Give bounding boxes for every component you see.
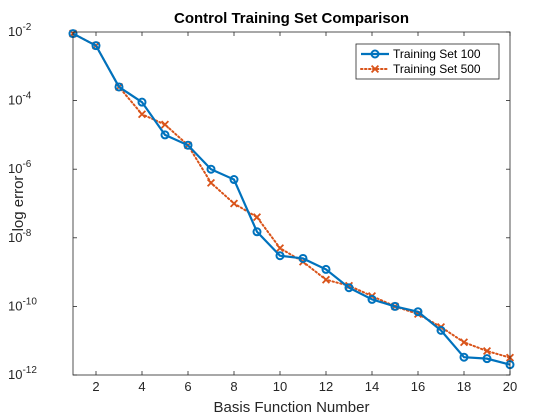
series-layer (68, 29, 515, 370)
y-tick-exponent: -2 (22, 22, 31, 33)
data-point-marker (367, 294, 377, 304)
data-point-marker (206, 178, 216, 187)
legend-box (355, 43, 500, 80)
series-line (72, 32, 511, 366)
marker-stroke (482, 346, 492, 356)
data-point-marker (114, 82, 124, 92)
data-point-marker (370, 64, 380, 74)
legend-label: Training Set 100 (393, 47, 481, 61)
marker-stroke (160, 120, 170, 129)
legend-entry: Training Set 500 (360, 62, 481, 76)
marker-stroke (137, 110, 147, 119)
data-point-marker (160, 120, 170, 129)
data-point-marker (321, 264, 331, 274)
y-tick-exponent: -6 (22, 159, 31, 170)
data-point-marker (370, 49, 380, 59)
x-tick-label: 12 (319, 379, 333, 394)
data-point-marker (91, 41, 101, 51)
data-point-marker (160, 130, 170, 140)
legend-label: Training Set 500 (393, 62, 481, 76)
data-point-marker (390, 301, 400, 311)
marker-stroke (252, 213, 262, 222)
data-point-marker (137, 97, 147, 107)
y-tick-exponent: -10 (22, 296, 37, 307)
data-point-marker (275, 251, 285, 261)
data-point-marker (137, 110, 147, 119)
x-tick-label: 16 (411, 379, 425, 394)
y-tick-exponent: -12 (22, 365, 37, 376)
data-point-marker (459, 338, 469, 347)
x-tick-label: 4 (138, 379, 145, 394)
x-axis-title: Basis Function Number (214, 399, 370, 416)
x-tick-label: 2 (92, 379, 99, 394)
marker-stroke (206, 178, 216, 187)
data-point-marker (206, 164, 216, 174)
x-tick-label: 10 (273, 379, 287, 394)
marker-stroke (275, 244, 285, 253)
data-point-marker (252, 227, 262, 237)
x-tick-label: 8 (230, 379, 237, 394)
data-point-marker (298, 253, 308, 263)
data-point-marker (482, 346, 492, 356)
plot-frame (72, 31, 511, 376)
data-point-marker (344, 283, 354, 293)
x-tick-label: 6 (184, 379, 191, 394)
data-point-marker (183, 140, 193, 150)
x-tick-label: 14 (365, 379, 379, 394)
data-point-marker (229, 199, 239, 208)
y-axis-title: log error (10, 176, 27, 232)
legend-entry: Training Set 100 (361, 47, 481, 61)
data-point-marker (436, 325, 446, 335)
series-1 (68, 29, 515, 370)
chart-title: Control Training Set Comparison (174, 10, 409, 27)
marker-stroke (413, 309, 423, 319)
y-tick-exponent: -8 (22, 228, 31, 239)
y-tick-exponent: -4 (22, 91, 31, 102)
data-point-marker (252, 213, 262, 222)
plot-area (73, 32, 510, 375)
data-point-marker (229, 175, 239, 185)
x-tick-label: 20 (503, 379, 517, 394)
marker-stroke (459, 338, 469, 347)
data-point-marker (482, 354, 492, 364)
data-point-marker (275, 244, 285, 253)
x-tick-label: 18 (457, 379, 471, 394)
marker-stroke (321, 275, 331, 284)
data-point-marker (321, 275, 331, 284)
series-line (72, 32, 511, 359)
data-point-marker (413, 307, 423, 317)
data-point-marker (459, 352, 469, 362)
marker-stroke (344, 281, 354, 290)
marker-stroke (229, 199, 239, 208)
marker-stroke (370, 64, 380, 74)
